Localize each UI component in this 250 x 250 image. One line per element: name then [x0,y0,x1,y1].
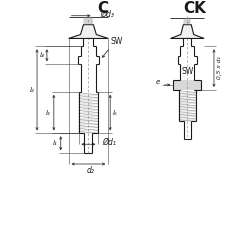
Text: l₃: l₃ [46,110,50,116]
Bar [174,80,201,90]
Text: Ød₁: Ød₁ [102,138,116,147]
Text: SW: SW [182,67,194,76]
Text: 0,5 x d₂: 0,5 x d₂ [218,57,222,80]
Text: CK: CK [184,1,206,16]
Text: Ød₃: Ød₃ [100,10,114,19]
Text: SW: SW [110,37,122,46]
Text: l₂: l₂ [30,87,35,93]
Polygon shape [69,25,108,38]
Text: l₅: l₅ [113,110,117,116]
Text: C: C [98,1,109,16]
Text: e: e [156,79,160,85]
Polygon shape [170,25,204,38]
Text: l₁: l₁ [52,140,57,146]
Text: d₂: d₂ [86,166,94,175]
Text: l₄: l₄ [40,52,44,58]
